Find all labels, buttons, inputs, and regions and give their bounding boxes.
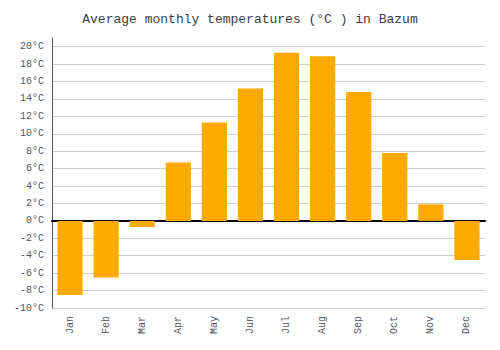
svg-text:10°C: 10°C (20, 128, 44, 139)
svg-text:Apr: Apr (173, 316, 184, 334)
svg-text:-10°C: -10°C (14, 303, 44, 314)
svg-text:Dec: Dec (461, 316, 472, 334)
svg-text:14°C: 14°C (20, 93, 44, 104)
svg-text:12°C: 12°C (20, 111, 44, 122)
svg-text:May: May (209, 316, 220, 334)
svg-text:Nov: Nov (425, 316, 436, 334)
svg-text:2°C: 2°C (26, 198, 44, 209)
svg-text:Oct: Oct (389, 316, 400, 334)
svg-text:Feb: Feb (101, 316, 112, 334)
svg-text:Jan: Jan (65, 316, 76, 334)
svg-text:0°C: 0°C (26, 215, 44, 226)
svg-text:Mar: Mar (137, 316, 148, 334)
svg-text:4°C: 4°C (26, 181, 44, 192)
svg-text:Average monthly temperatures (: Average monthly temperatures (°C ) in Ba… (82, 12, 418, 27)
svg-text:-6°C: -6°C (20, 268, 44, 279)
svg-text:-8°C: -8°C (20, 285, 44, 296)
svg-text:18°C: 18°C (20, 59, 44, 70)
svg-text:Jul: Jul (281, 316, 292, 334)
svg-text:20°C: 20°C (20, 41, 44, 52)
svg-text:Aug: Aug (317, 316, 328, 334)
svg-text:Sep: Sep (353, 316, 364, 334)
svg-text:16°C: 16°C (20, 76, 44, 87)
svg-text:8°C: 8°C (26, 146, 44, 157)
svg-text:-2°C: -2°C (20, 233, 44, 244)
svg-text:6°C: 6°C (26, 163, 44, 174)
svg-text:-4°C: -4°C (20, 250, 44, 261)
svg-text:Jun: Jun (245, 316, 256, 334)
